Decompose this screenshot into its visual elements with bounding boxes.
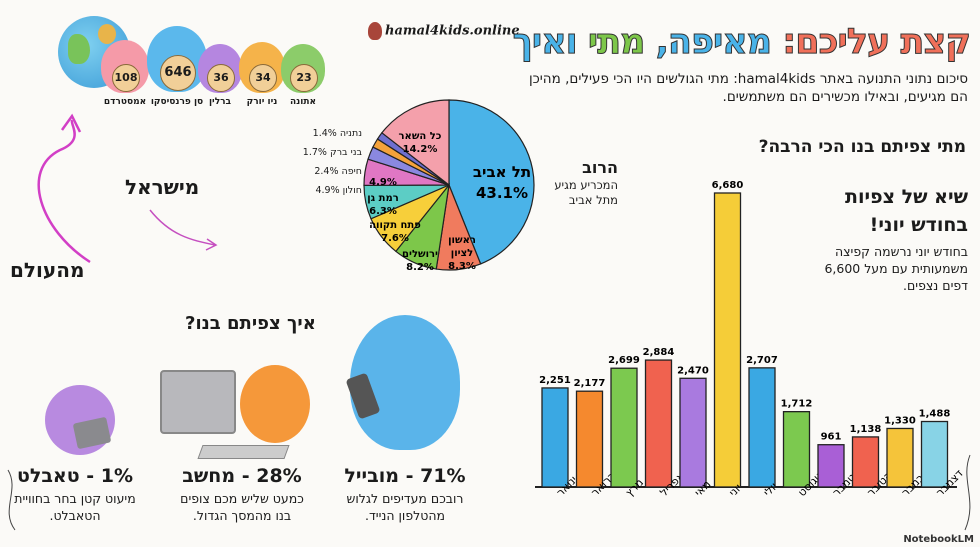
pie-slice-label: ראשון לציון [448,235,476,259]
bar-value-label: 1,488 [919,409,951,420]
doodle-line [964,454,971,531]
page-title: קצת עליכם: מאיפה, מתי ואיך [512,22,972,63]
how-heading: איך צפיתם בנו? [185,313,316,334]
computer-bird-illustration [240,365,310,443]
bar-value-label: 961 [821,432,842,443]
pie-outside-label: 1.7% בני ברק [302,147,362,158]
pie-slice [381,99,450,187]
pie-slice-value: 6.3% [369,206,397,217]
majority-title: הרוב [582,158,618,177]
tablet-bird-illustration [45,385,115,455]
bar [782,411,811,488]
device-percentage: 1% - טאבלט [16,465,134,487]
israel-label: מישראל [125,175,200,199]
bar [713,192,742,488]
site-logo: hamal4kids.online [368,22,520,40]
device-description: כמעט שליש מכם צופים בנו מהמסך הגדול. [180,491,304,523]
bar-value-label: 2,699 [608,355,640,366]
bar [575,390,604,488]
pie-outside-labels: 1.4% נתניה 1.7% בני ברק 2.4% חיפה 4.9% חולו… [272,124,362,200]
city-value: 34 [249,64,277,92]
peak-title: שיא של צפיות בחודש יוני! [845,186,968,236]
city-value: 108 [112,64,140,92]
city-name: אתונה [289,97,317,107]
bar [541,387,569,488]
pie-slice-value: 14.2% [403,144,438,155]
pie-slice-label: כל השאר [399,131,442,142]
city-name: סן פרנסיסקו [150,97,204,107]
pie-slice-value: 8.2% [406,262,434,273]
city-name: ניו יורק [246,97,278,107]
when-heading: מתי צפיתם בנו הכי הרבה? [758,137,966,157]
phone-bird-illustration [345,315,460,450]
bar-value-label: 2,470 [677,365,709,376]
bar [748,367,776,488]
pie-outside-label: 2.4% חיפה [314,166,362,177]
bar-value-label: 2,707 [746,355,778,366]
israel-pie-chart: תל אביב 43.1% ראשון לציון 8.3% ירושלים 8.2% פתח… [363,99,535,273]
device-stat: 71% - מובייל רובכם מעדיפים לגלוש מהטלפון … [320,465,490,524]
pie-slice-value: 8.3% [448,261,476,272]
device-description: מיעוט קטן בחר בחוויית הטאבלט. [14,491,136,523]
bar-value-label: 1,138 [850,424,882,435]
bar [610,367,638,488]
pie-slice-label: ירושלים [402,249,438,260]
logo-text: hamal4kids.online [385,23,520,39]
city-name: אמסטרדם [103,97,147,107]
bar-value-label: 2,884 [643,347,675,358]
peak-callout: שיא של צפיות בחודש יוני! בחודש יוני נרשמ… [803,183,968,294]
city-value: 23 [290,64,318,92]
pie-slice-value: 7.6% [381,233,409,244]
pie-slice-value: 43.1% [476,184,528,202]
pie-slice-label: רמת גן [367,193,398,204]
majority-callout: הרוב המכריע מגיע מתל אביב [538,158,618,208]
pie-outside-label: 1.4% נתניה [312,128,362,139]
title-part: מאיפה, [644,22,772,63]
device-percentage: 28% - מחשב [182,465,302,487]
majority-text: המכריע מגיע מתל אביב [554,178,618,207]
city-value: 646 [160,55,196,91]
city-name: ברלין [208,97,232,107]
title-part: מתי [576,22,646,63]
bar [679,377,707,488]
keyboard-icon [197,445,290,459]
bar-value-label: 1,330 [884,415,916,426]
bar [644,359,673,488]
bar [886,427,914,488]
bar-value-label: 1,712 [781,399,813,410]
bar-value-label: 2,177 [574,378,606,389]
arrow-to-world [37,119,91,264]
arrow-head-icon [60,113,82,133]
pie-slice-label: תל אביב [473,163,531,181]
device-percentage: 71% - מובייל [344,465,466,487]
title-part: ואיך [512,22,578,63]
bar [851,436,880,488]
bar-value-label: 6,680 [712,180,744,191]
desktop-computer-icon [160,370,236,434]
pie-slice-value: 4.9% [369,177,397,188]
notebooklm-watermark: NotebookLM [903,534,974,545]
pie-slice-label: פתח תקווה [369,220,421,231]
bar-value-label: 2,251 [539,375,571,386]
chicken-logo-icon [368,22,382,40]
arrow-to-israel [149,209,216,246]
pie-outside-label: 4.9% חולון [315,185,362,196]
page-subtitle: סיכום נתוני התנועה באתר hamal4kids: מתי … [528,71,968,105]
bar [920,420,949,488]
device-stat: 1% - טאבלט מיעוט קטן בחר בחוויית הטאבלט. [0,465,160,524]
device-stat: 28% - מחשב כמעט שליש מכם צופים בנו מהמסך … [157,465,327,524]
device-description: רובכם מעדיפים לגלוש מהטלפון הנייד. [346,491,464,523]
doodle-line [7,469,16,531]
pie-slice [448,99,535,265]
bar [817,444,845,488]
title-part: קצת עליכם: [771,22,972,63]
world-label: מהעולם [10,258,85,282]
peak-text: בחודש יוני נרשמה קפיצה משמעותית עם מעל 6… [824,244,968,293]
city-value: 36 [207,64,235,92]
